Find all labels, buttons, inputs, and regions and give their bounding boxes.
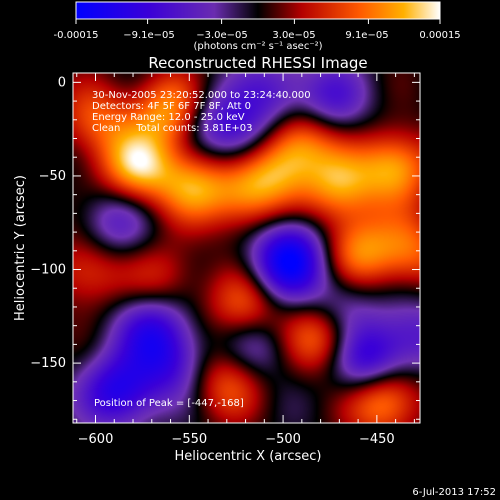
peak-position-label: Position of Peak = [-447,-168] xyxy=(94,398,244,409)
colorbar-tick-label-5: 0.00015 xyxy=(419,30,460,41)
colorbar-tick-label-0: -0.00015 xyxy=(54,30,99,41)
y-axis-label: Heliocentric Y (arcsec) xyxy=(13,175,28,321)
chart-title: Reconstructed RHESSI Image xyxy=(148,54,367,72)
x-tick-label-1: −550 xyxy=(171,432,207,447)
x-tick-label-2: −500 xyxy=(265,432,301,447)
generation-timestamp: 6-Jul-2013 17:52 xyxy=(412,487,496,498)
y-tick-label-2: −100 xyxy=(30,263,66,278)
y-tick-label-1: −50 xyxy=(39,169,66,184)
colorbar xyxy=(75,1,441,20)
colorbar-tick-label-2: −3.0e−05 xyxy=(196,30,248,41)
annotation-energy-range: Energy Range: 12.0 - 25.0 keV xyxy=(92,112,245,123)
colorbar-unit-label: (photons cm⁻² s⁻¹ asec⁻²) xyxy=(193,41,322,52)
colorbar-ticks xyxy=(75,19,441,24)
colorbar-tick-label-1: −9.1e−05 xyxy=(123,30,175,41)
y-tick-label-0: 0 xyxy=(58,75,66,90)
y-tick-label-3: −150 xyxy=(30,356,66,371)
annotation-detectors: Detectors: 4F 5F 6F 7F 8F, Att 0 xyxy=(92,101,251,112)
annotation-time-range: 30-Nov-2005 23:20:52.000 to 23:24:40.000 xyxy=(92,90,311,101)
annotation-clean-counts: Clean Total counts: 3.81E+03 xyxy=(92,123,252,134)
colorbar-tick-label-3: 3.0e−05 xyxy=(272,30,315,41)
plot-frame xyxy=(72,72,421,424)
heatmap-image xyxy=(73,73,420,423)
x-tick-label-3: −450 xyxy=(359,432,395,447)
x-tick-label-0: −600 xyxy=(78,432,114,447)
x-axis-label: Heliocentric X (arcsec) xyxy=(175,449,322,464)
colorbar-tick-label-4: 9.1e−05 xyxy=(345,30,388,41)
axis-ticks xyxy=(73,73,420,423)
